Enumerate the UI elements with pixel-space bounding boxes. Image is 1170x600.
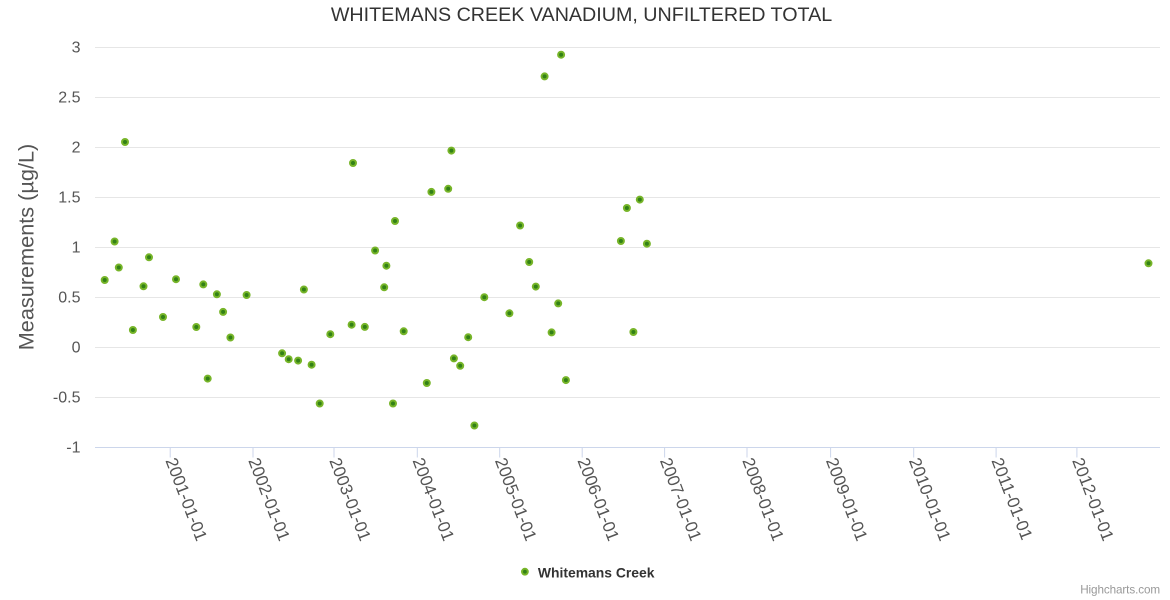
svg-text:2: 2: [72, 140, 81, 157]
svg-text:WHITEMANS CREEK VANADIUM, UNFI: WHITEMANS CREEK VANADIUM, UNFILTERED TOT…: [331, 4, 832, 26]
svg-text:2.5: 2.5: [58, 90, 80, 107]
svg-text:-0.5: -0.5: [53, 390, 81, 407]
svg-text:0: 0: [72, 340, 81, 357]
svg-text:0.5: 0.5: [58, 290, 80, 307]
svg-text:-1: -1: [66, 440, 80, 457]
svg-text:3: 3: [72, 40, 81, 57]
svg-text:1: 1: [72, 240, 81, 257]
svg-text:Highcharts.com: Highcharts.com: [1080, 584, 1160, 597]
svg-text:1.5: 1.5: [58, 190, 80, 207]
svg-text:Whitemans Creek: Whitemans Creek: [538, 565, 655, 581]
svg-text:Measurements (µg/L): Measurements (µg/L): [14, 144, 39, 351]
